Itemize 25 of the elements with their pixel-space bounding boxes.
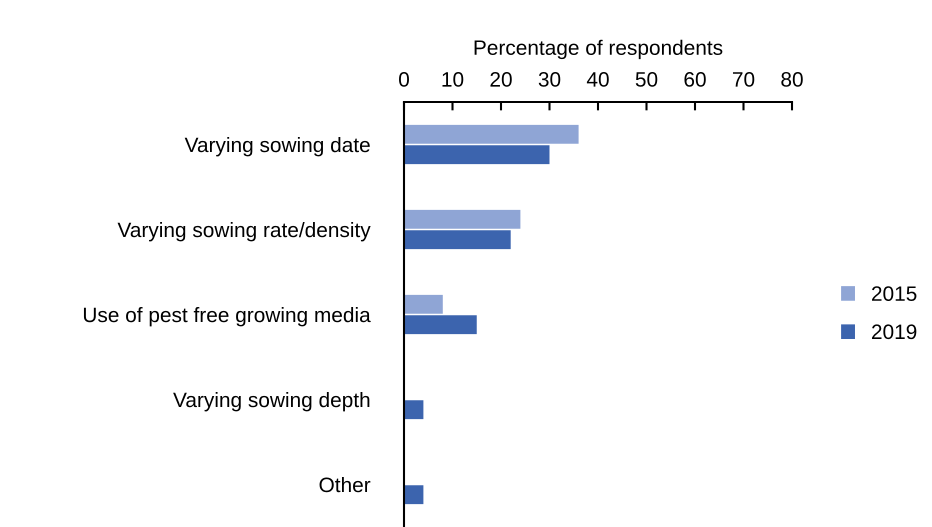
y-tick-label: Varying sowing depth — [173, 392, 370, 412]
x-tick-label: 80 — [781, 72, 803, 87]
bar — [404, 230, 511, 250]
x-tick-label: 20 — [490, 72, 512, 87]
bar — [404, 210, 520, 229]
x-axis-title: Percentage of respondents — [474, 40, 722, 60]
bar — [404, 124, 579, 144]
bar — [404, 294, 443, 314]
bar — [404, 315, 477, 334]
y-tick-label: Use of pest free growing media — [84, 306, 371, 326]
legend-label: 2019 — [872, 324, 916, 340]
x-tick-label: 50 — [636, 72, 658, 87]
x-tick-label: 0 — [399, 72, 409, 87]
x-tick-label: 70 — [732, 72, 754, 87]
bar — [404, 485, 424, 504]
x-tick-label: 30 — [538, 72, 560, 87]
x-tick-label: 40 — [586, 72, 609, 87]
x-tick-label: 10 — [442, 72, 464, 87]
x-tick-label: 60 — [684, 72, 706, 87]
y-tick-label: Varying sowing rate/density — [118, 222, 371, 242]
y-tick-label: Other — [320, 476, 370, 492]
bar — [404, 145, 550, 164]
y-tick-label: Varying sowing date — [184, 136, 370, 156]
bar — [404, 400, 424, 420]
legend-label: 2015 — [872, 286, 916, 302]
